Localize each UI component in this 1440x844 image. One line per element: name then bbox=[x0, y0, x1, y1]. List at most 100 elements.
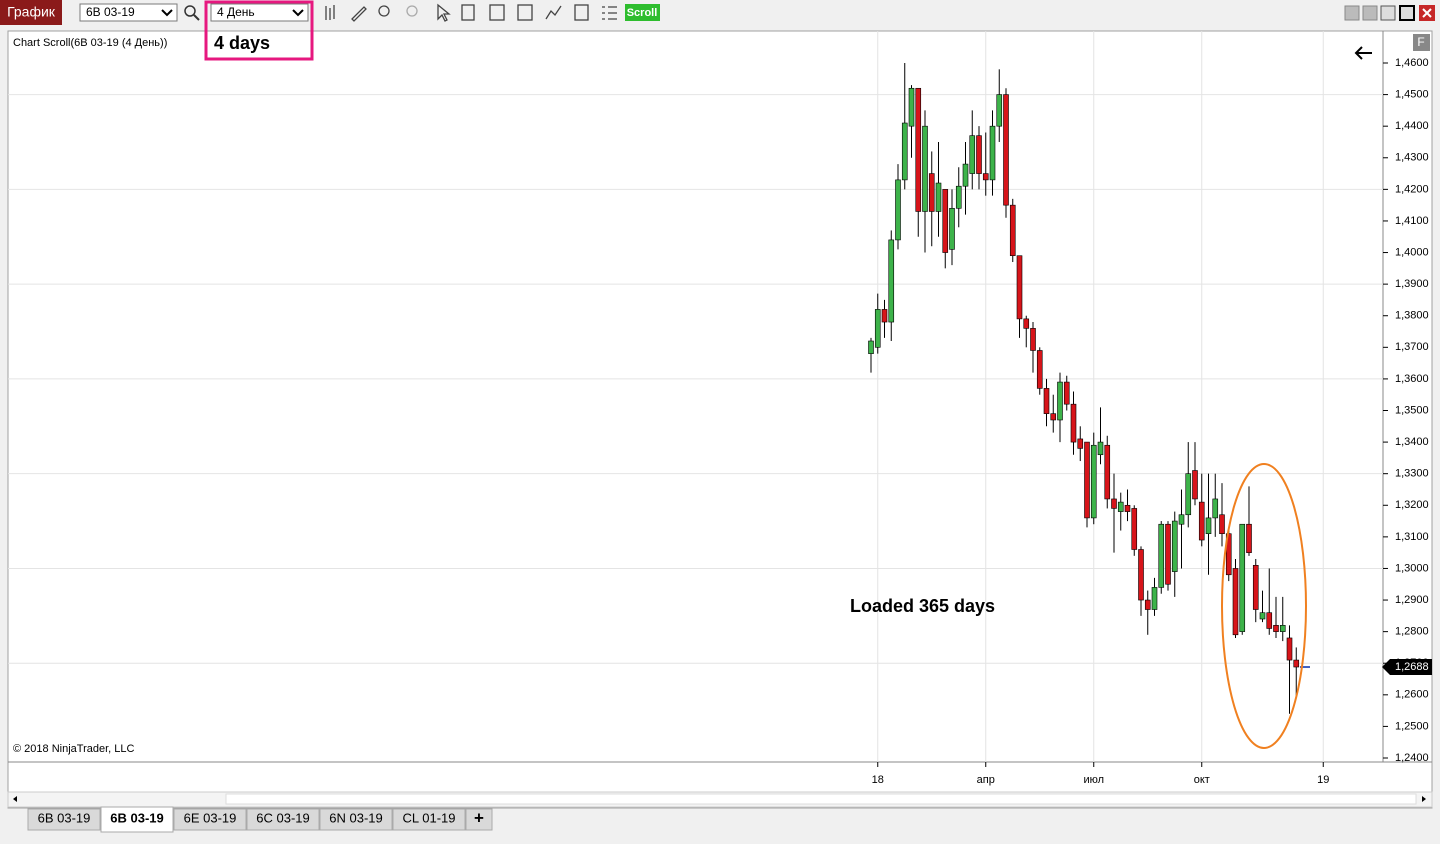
candle-body bbox=[1171, 520, 1178, 572]
candle-body bbox=[1286, 637, 1293, 661]
tab[interactable] bbox=[100, 806, 174, 833]
candle-body bbox=[888, 239, 895, 323]
draw-icon[interactable] bbox=[351, 6, 367, 22]
window-button[interactable] bbox=[1362, 5, 1378, 21]
candle-body bbox=[1003, 94, 1009, 206]
panel-button[interactable] bbox=[1413, 34, 1430, 51]
candle-body bbox=[1111, 498, 1117, 509]
x-tick-label: 19 bbox=[1317, 774, 1329, 786]
plot-area: 1,24001,25001,26001,27001,28001,29001,30… bbox=[8, 31, 1432, 786]
y-tick-label: 1,2600 bbox=[1395, 689, 1429, 701]
candle-body bbox=[922, 125, 928, 212]
candle-body bbox=[942, 189, 949, 253]
maximize-button[interactable] bbox=[1399, 5, 1415, 21]
candle-body bbox=[1104, 444, 1111, 500]
tab-label: 6B 03-19 bbox=[110, 810, 163, 825]
snapshot-icon[interactable] bbox=[574, 4, 589, 21]
y-tick-label: 1,2800 bbox=[1395, 626, 1429, 638]
y-tick-label: 1,2500 bbox=[1395, 720, 1429, 732]
candle-body bbox=[1124, 504, 1131, 512]
candle-body bbox=[1259, 612, 1266, 620]
last-price-tag bbox=[1382, 659, 1432, 676]
candle-body bbox=[1138, 549, 1144, 601]
indicator-icon[interactable] bbox=[517, 4, 533, 21]
strategy-icon[interactable] bbox=[545, 5, 562, 20]
candle-body bbox=[982, 173, 989, 181]
candle-body bbox=[868, 340, 874, 354]
tab[interactable] bbox=[392, 808, 466, 831]
properties-icon[interactable] bbox=[461, 4, 475, 21]
interval-select[interactable] bbox=[210, 3, 309, 22]
candle-body bbox=[1239, 523, 1246, 632]
x-tick-label: июл bbox=[1083, 774, 1104, 786]
candle-body bbox=[1030, 328, 1036, 351]
x-tick-label: окт bbox=[1194, 774, 1210, 786]
scroll-button[interactable] bbox=[625, 4, 660, 21]
chart-title: Chart Scroll(6B 03-19 (4 День)) bbox=[13, 37, 167, 49]
panel-button-label: F bbox=[1417, 35, 1424, 49]
candle-body bbox=[962, 163, 969, 187]
candle-body bbox=[935, 182, 942, 212]
loaded-note: Loaded 365 days bbox=[850, 596, 995, 616]
candle-body bbox=[949, 208, 955, 250]
candle-body bbox=[1077, 438, 1084, 449]
candle-body bbox=[1212, 498, 1219, 519]
y-tick-label: 1,3100 bbox=[1395, 531, 1429, 543]
candle-body bbox=[1117, 501, 1124, 512]
instrument-select[interactable] bbox=[79, 3, 178, 22]
candle-body bbox=[1043, 388, 1050, 414]
y-tick-label: 1,4300 bbox=[1395, 152, 1429, 164]
last-price-label: 1,2688 bbox=[1395, 661, 1429, 673]
candle-body bbox=[1090, 444, 1097, 519]
candle-body bbox=[1057, 381, 1063, 421]
candle-body bbox=[1131, 508, 1138, 550]
pointer-icon[interactable] bbox=[437, 3, 451, 22]
interval-value: 4 День bbox=[217, 5, 255, 19]
tab[interactable] bbox=[173, 808, 247, 831]
candle-body bbox=[1036, 350, 1043, 389]
back-arrow[interactable] bbox=[1354, 46, 1372, 60]
candle-body bbox=[1070, 403, 1077, 443]
y-tick-label: 1,3600 bbox=[1395, 373, 1429, 385]
dropdown-arrow bbox=[292, 9, 304, 17]
y-tick-label: 1,3200 bbox=[1395, 499, 1429, 511]
tab-bar: 6B 03-19 6B 03-19 6E 03-19 6C 03-19 6N 03-19… bbox=[27, 806, 493, 833]
y-tick-label: 1,2900 bbox=[1395, 594, 1429, 606]
candle-body bbox=[1165, 523, 1171, 585]
candle-body bbox=[1252, 564, 1259, 610]
search-icon[interactable] bbox=[184, 5, 196, 17]
y-tick-label: 1,3900 bbox=[1395, 278, 1429, 290]
candle-body bbox=[1293, 659, 1300, 668]
tab[interactable] bbox=[319, 808, 393, 831]
tab-label: 6C 03-19 bbox=[256, 810, 309, 825]
template-icon[interactable] bbox=[489, 4, 505, 21]
window-tab[interactable] bbox=[0, 0, 62, 25]
y-tick-label: 1,3300 bbox=[1395, 468, 1429, 480]
candle-body bbox=[1144, 599, 1151, 610]
y-tick-label: 1,4100 bbox=[1395, 215, 1429, 227]
list-icon[interactable] bbox=[602, 6, 617, 20]
y-tick-label: 1,4500 bbox=[1395, 88, 1429, 100]
zoom-out-icon[interactable] bbox=[406, 5, 418, 17]
candle-body bbox=[1266, 612, 1273, 629]
candle-body bbox=[1232, 568, 1239, 636]
zoom-in-icon[interactable] bbox=[378, 5, 390, 17]
window-button[interactable] bbox=[1344, 5, 1360, 21]
tab[interactable] bbox=[27, 808, 101, 831]
bars-icon[interactable] bbox=[325, 5, 335, 20]
candle-body bbox=[1185, 473, 1192, 516]
candle-body bbox=[1192, 470, 1198, 500]
tab[interactable] bbox=[465, 808, 493, 831]
y-tick-label: 1,3800 bbox=[1395, 310, 1429, 322]
chart-panel bbox=[7, 30, 1433, 809]
candle-body bbox=[1246, 523, 1252, 553]
candle-body bbox=[976, 135, 982, 174]
y-tick-label: 1,2400 bbox=[1395, 752, 1429, 764]
minimize-button[interactable] bbox=[1380, 5, 1396, 21]
tab[interactable] bbox=[246, 808, 320, 831]
search-icon-handle bbox=[193, 14, 200, 21]
tab-label: 6E 03-19 bbox=[184, 810, 237, 825]
interval-note: 4 days bbox=[214, 33, 270, 53]
scrollbar-thumb[interactable] bbox=[225, 793, 1417, 805]
